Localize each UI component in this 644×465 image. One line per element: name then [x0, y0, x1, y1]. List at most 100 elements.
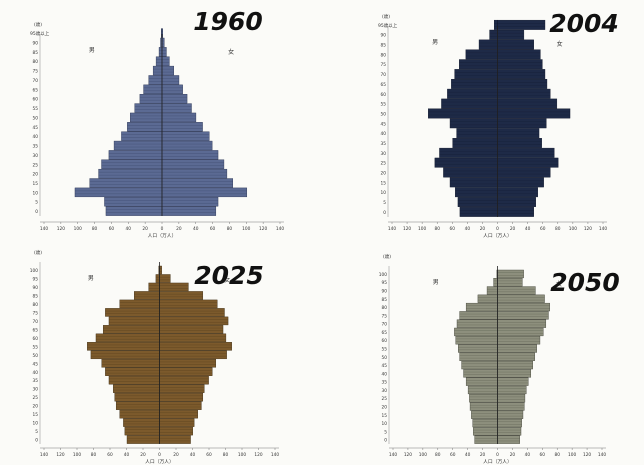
y-tick-label: 45 [33, 361, 39, 367]
female-bar-age-80 [497, 49, 541, 60]
male-bar-age-80 [119, 299, 160, 309]
x-tick-label: 80 [554, 452, 560, 458]
male-bar-age-20 [469, 402, 498, 411]
male-bar-age-30 [113, 384, 160, 393]
female-bar-age-55 [159, 342, 232, 351]
male-bar-age-70 [456, 319, 498, 328]
male-bar-age-30 [467, 385, 498, 395]
male-bar-age-15 [449, 177, 498, 188]
female-bar-age-65 [497, 327, 544, 337]
pyramid-panel-1960: 908580757065605550454035302520151050(歳)9… [30, 7, 284, 239]
male-bar-age-0 [126, 435, 160, 444]
y-tick-label: 80 [382, 305, 388, 311]
x-tick-label: 60 [540, 452, 546, 458]
y-tick-label: 40 [382, 371, 388, 377]
female-bar-age-10 [497, 187, 538, 198]
male-bar-age-60 [95, 333, 160, 343]
y-tick-label: 25 [33, 162, 39, 168]
y-unit-label: (歳) [34, 249, 42, 256]
x-tick-label: 40 [525, 226, 531, 232]
x-tick-label: 80 [435, 452, 441, 458]
male-bar-age-40 [105, 367, 160, 376]
female-bar-age-55 [497, 98, 558, 109]
female-bar-age-25 [497, 157, 559, 168]
male-label: 男 [433, 279, 439, 286]
y-tick-label: 90 [33, 40, 39, 46]
y-tick-label: 35 [33, 378, 39, 384]
female-bar-age-0 [497, 206, 534, 217]
x-tick-label: 20 [480, 226, 486, 232]
male-bar-age-45 [127, 122, 163, 132]
male-bar-age-40 [121, 131, 163, 141]
x-tick-label: 120 [404, 452, 412, 458]
male-bar-age-70 [148, 75, 163, 85]
female-bar-age-75 [497, 59, 543, 70]
female-bar-age-45 [161, 122, 203, 132]
female-bar-age-15 [497, 177, 544, 188]
male-bar-age-10 [472, 418, 498, 428]
y-tick-label: 50 [33, 353, 39, 359]
x-tick-label: 40 [190, 452, 196, 458]
y-tick-label: 10 [33, 190, 39, 196]
male-bar-age-90 [489, 29, 498, 40]
y-tick-label: 15 [381, 180, 387, 186]
female-bar-age-65 [161, 84, 183, 95]
male-bar-age-85 [134, 291, 160, 300]
y-tick-label: 5 [384, 429, 387, 435]
female-label: 女 [557, 40, 563, 48]
male-bar-age-20 [98, 168, 163, 179]
x-tick-label: 80 [434, 226, 440, 232]
female-bar-age-40 [497, 128, 540, 139]
x-tick-label: 20 [510, 452, 516, 458]
x-tick-label: 140 [40, 226, 48, 232]
y-tick-label: 65 [382, 330, 388, 336]
female-label: 女 [224, 276, 230, 284]
male-bar-age-80 [155, 56, 163, 66]
y-tick-label: 50 [382, 355, 388, 361]
male-bar-age-90 [486, 286, 498, 295]
male-bar-age-25 [469, 394, 498, 403]
x-tick-label: 60 [109, 226, 115, 232]
x-tick-label: 20 [480, 452, 486, 458]
female-bar-age-15 [161, 178, 234, 188]
y-tick-label: 45 [381, 121, 387, 127]
female-bar-age-40 [159, 367, 213, 376]
x-tick-label: 140 [389, 452, 397, 458]
year-title: 1960 [193, 7, 263, 36]
x-tick-label: 140 [276, 226, 284, 232]
female-bar-age-5 [161, 197, 219, 207]
y-tick-label: 20 [33, 172, 39, 178]
x-tick-label: 60 [107, 452, 113, 458]
female-bar-age-70 [497, 69, 546, 80]
y-tick-label: 40 [381, 131, 387, 137]
y-tick-label: 65 [381, 82, 387, 88]
female-bar-age-95 [497, 19, 546, 30]
male-bar-age-55 [134, 103, 163, 113]
y-tick-label: 20 [382, 405, 388, 411]
female-bar-age-95 [159, 274, 171, 283]
y-tick-label: 55 [382, 347, 388, 353]
male-bar-age-75 [459, 59, 498, 70]
female-bar-age-75 [159, 308, 225, 317]
male-bar-age-45 [101, 359, 160, 368]
male-bar-age-60 [455, 336, 498, 345]
y-tick-label: 80 [33, 302, 39, 308]
y-tick-label: 75 [381, 62, 387, 68]
y-tick-label: 90 [382, 289, 388, 295]
male-bar-age-10 [455, 187, 498, 198]
x-tick-label: 120 [403, 226, 411, 232]
female-bar-age-15 [497, 410, 524, 419]
male-bar-age-65 [143, 84, 163, 95]
male-bar-age-35 [465, 377, 498, 386]
y-tick-label: 25 [382, 396, 388, 402]
x-tick-label: 80 [227, 226, 233, 232]
female-bar-age-0 [497, 435, 520, 444]
x-axis-label: 人口（万人） [483, 459, 512, 465]
x-tick-label: 40 [465, 226, 471, 232]
female-bar-age-20 [161, 168, 228, 179]
female-bar-age-30 [161, 150, 219, 160]
male-bar-age-65 [102, 325, 160, 334]
female-bar-age-0 [161, 206, 217, 216]
pyramid-panel-2050: 1009590858075706560555045403530252015105… [379, 253, 620, 465]
female-bar-age-0 [159, 435, 191, 444]
